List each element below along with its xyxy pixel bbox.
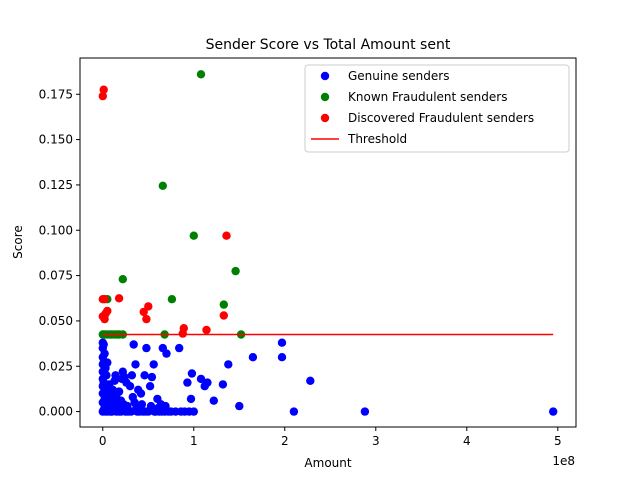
plot-frame	[79, 57, 577, 428]
marks-layer	[98, 70, 558, 416]
genuine-senders-point	[103, 358, 112, 367]
y-tick-label: 0.025	[39, 359, 73, 373]
genuine-senders-point	[209, 396, 218, 405]
discovered-fraudulent-senders-point	[202, 325, 211, 335]
known-fraudulent-senders-point	[219, 300, 228, 309]
genuine-senders-point	[248, 353, 258, 362]
genuine-senders-point	[176, 407, 186, 416]
legend-label-threshold: Threshold	[347, 132, 407, 146]
genuine-senders-point	[360, 407, 370, 416]
genuine-senders-point	[196, 374, 206, 384]
discovered-fraudulent-senders-point	[100, 295, 109, 304]
genuine-senders-point	[186, 394, 196, 404]
genuine-senders-point	[235, 401, 244, 411]
genuine-senders-point	[129, 340, 138, 349]
legend-label-discovered-fraudulent-senders: Discovered Fraudulent senders	[348, 111, 534, 125]
y-tick-label: 0.075	[39, 269, 73, 283]
discovered-fraudulent-senders-point	[98, 91, 108, 101]
genuine-senders-point	[149, 360, 158, 369]
genuine-senders-point	[185, 407, 194, 416]
y-tick-label: 0.125	[39, 178, 73, 192]
genuine-senders-point	[162, 349, 171, 358]
x-tick-label: 4	[463, 434, 471, 448]
discovered-fraudulent-senders-point	[139, 307, 148, 317]
legend-box	[304, 64, 570, 153]
legend-label-genuine-senders: Genuine senders	[348, 69, 449, 83]
genuine-senders-point	[142, 343, 151, 353]
known-fraudulent-senders-point	[196, 70, 206, 79]
x-offset-label: 1e8	[552, 454, 575, 468]
y-tick-label: 0.100	[39, 223, 73, 237]
legend-swatch-known-fraudulent-senders	[320, 92, 330, 102]
genuine-senders-point	[183, 378, 192, 387]
known-fraudulent-senders-point	[189, 231, 198, 240]
discovered-fraudulent-senders-point	[142, 314, 151, 324]
genuine-senders-point	[277, 338, 287, 347]
genuine-senders-point	[114, 387, 124, 396]
y-tick-label: 0.150	[39, 133, 73, 147]
discovered-fraudulent-senders-point	[114, 294, 124, 303]
genuine-senders-point	[166, 407, 176, 416]
genuine-senders-point	[108, 396, 118, 405]
genuine-senders-point	[102, 383, 111, 393]
x-tick-label: 3	[372, 434, 380, 448]
legend-swatch-discovered-fraudulent-senders	[320, 113, 330, 123]
discovered-fraudulent-senders-point	[99, 85, 108, 94]
chart-title: Sender Score vs Total Amount sent	[206, 37, 451, 53]
known-fraudulent-senders-point	[167, 295, 177, 304]
genuine-senders-point	[145, 382, 155, 391]
genuine-senders-point	[175, 343, 184, 353]
genuine-senders-point	[131, 360, 140, 369]
y-axis-label: Score	[11, 225, 25, 259]
genuine-senders-point	[218, 380, 228, 389]
y-tick-label: 0.000	[39, 405, 73, 419]
genuine-senders-point	[137, 400, 147, 409]
genuine-senders-point	[161, 401, 170, 411]
genuine-senders-point	[111, 371, 120, 380]
genuine-senders-point	[306, 376, 315, 385]
axes-layer: 0 1 2 3 4 5 0.000 0.025 0.050 0.075 0.100 0.125 0.15…	[39, 87, 562, 448]
genuine-senders-point	[125, 382, 135, 391]
x-tick-label: 5	[554, 434, 562, 448]
discovered-fraudulent-senders-point	[144, 302, 153, 311]
genuine-senders-point	[549, 407, 558, 416]
genuine-senders-point	[140, 371, 149, 380]
discovered-fraudulent-senders-point	[103, 306, 112, 316]
x-tick-label: 2	[281, 434, 289, 448]
genuine-senders-point	[134, 385, 143, 394]
genuine-senders-point	[224, 360, 233, 369]
genuine-senders-point	[141, 407, 150, 416]
y-tick-label: 0.050	[39, 314, 73, 328]
genuine-senders-point	[98, 338, 108, 347]
x-tick-label: 1	[190, 434, 198, 448]
genuine-senders-point	[277, 353, 287, 362]
genuine-senders-point	[289, 407, 299, 416]
known-fraudulent-senders-point	[158, 181, 167, 190]
x-tick-label: 0	[99, 434, 107, 448]
legend-swatch-genuine-senders	[320, 71, 330, 81]
genuine-senders-point	[203, 378, 212, 387]
legend-label-known-fraudulent-senders: Known Fraudulent senders	[348, 90, 507, 104]
x-axis-label: Amount	[304, 456, 351, 470]
legend: Genuine senders Known Fraudulent senders D…	[304, 64, 570, 153]
genuine-senders-point	[147, 372, 157, 382]
discovered-fraudulent-senders-point	[222, 231, 231, 240]
genuine-senders-point	[116, 407, 126, 416]
genuine-senders-point	[102, 371, 111, 380]
discovered-fraudulent-senders-point	[179, 324, 188, 333]
known-fraudulent-senders-point	[231, 266, 240, 276]
known-fraudulent-senders-point	[118, 275, 128, 284]
genuine-senders-point	[127, 371, 137, 380]
discovered-fraudulent-senders-point	[219, 311, 228, 320]
y-tick-label: 0.175	[39, 87, 73, 101]
genuine-senders-point	[187, 369, 197, 378]
